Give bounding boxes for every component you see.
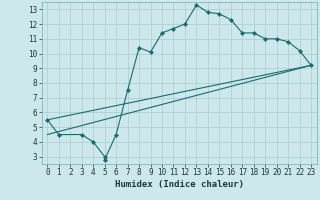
X-axis label: Humidex (Indice chaleur): Humidex (Indice chaleur)	[115, 180, 244, 189]
